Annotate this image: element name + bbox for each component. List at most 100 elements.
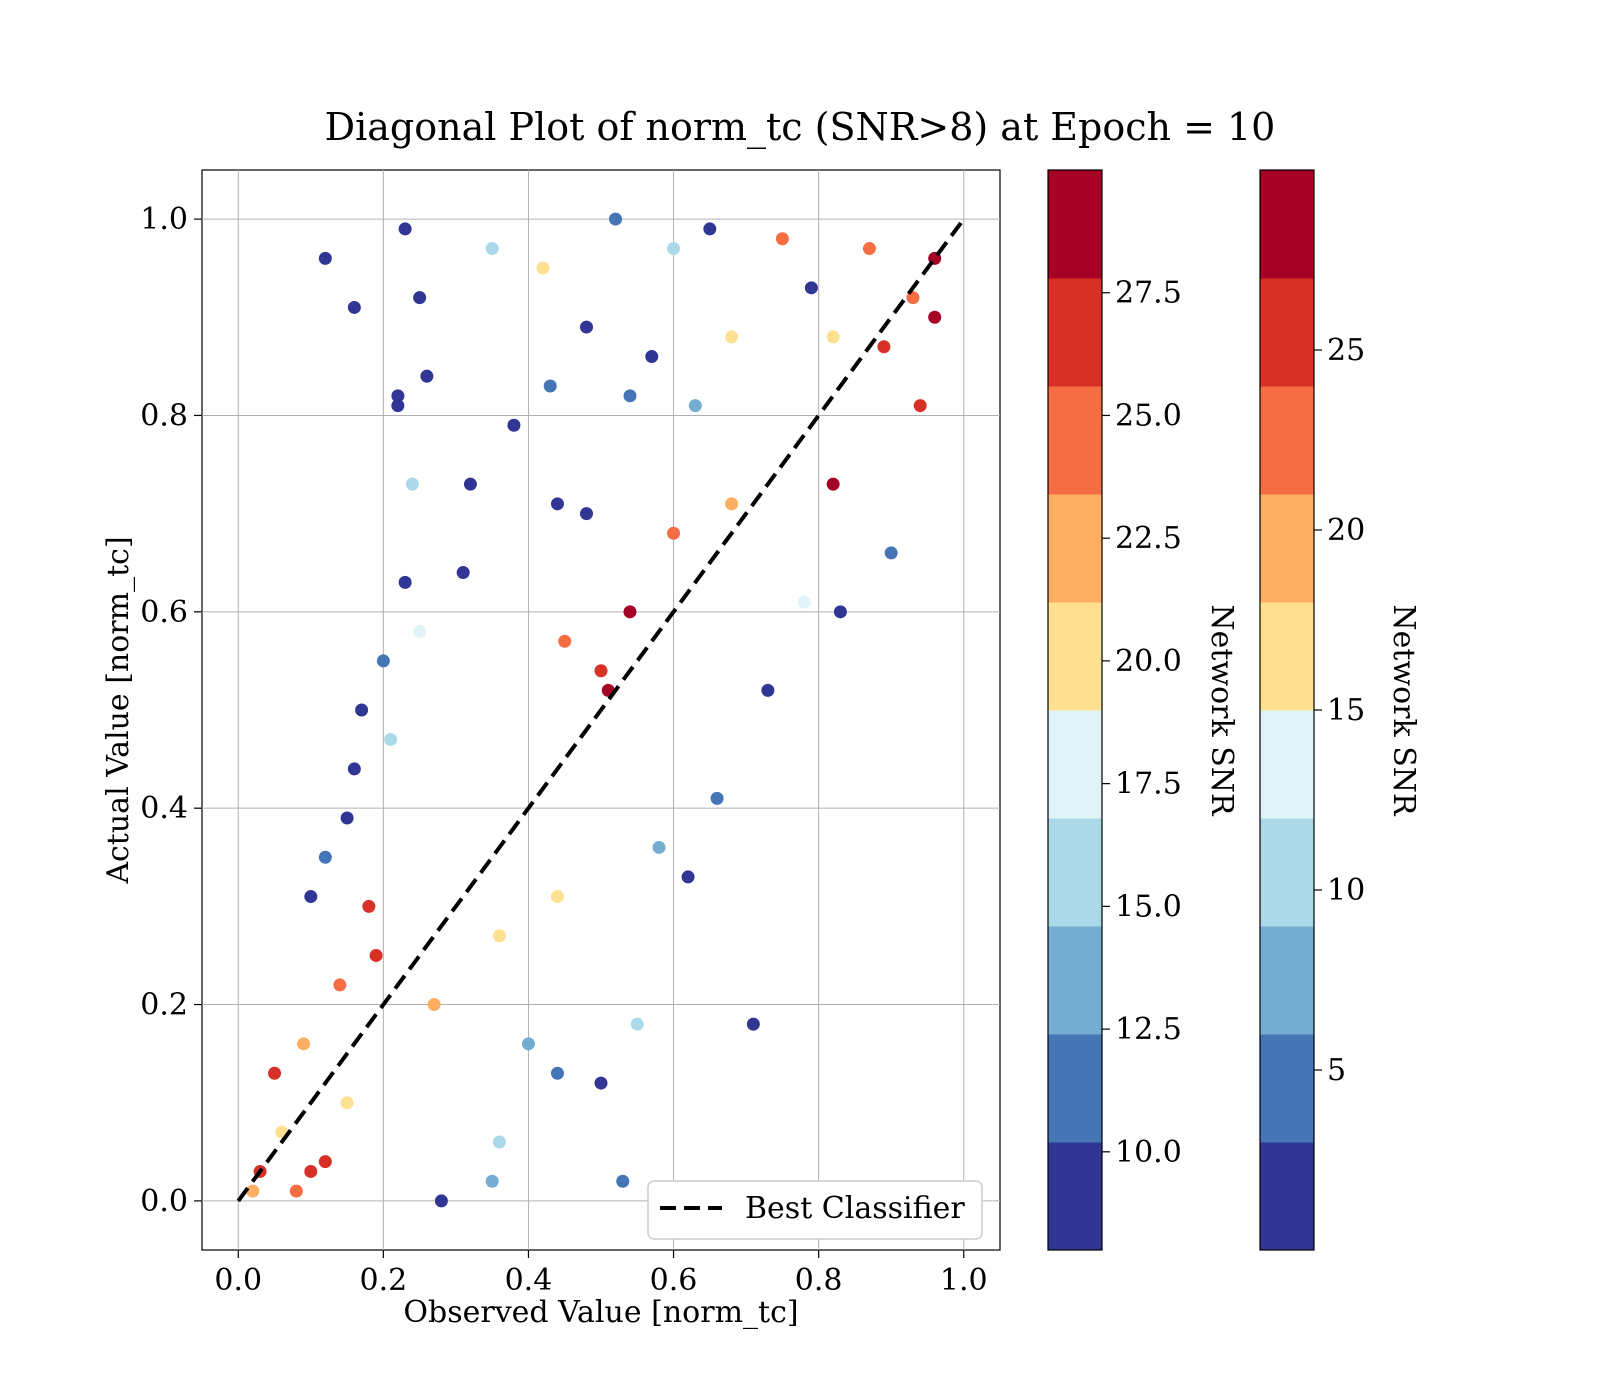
data-point — [667, 526, 681, 540]
data-point — [550, 1066, 564, 1080]
data-point — [797, 595, 811, 609]
data-point — [289, 1184, 303, 1198]
data-point — [623, 605, 637, 619]
y-tick-label: 0.0 — [140, 1184, 188, 1219]
data-point — [594, 1076, 608, 1090]
data-point — [398, 222, 412, 236]
colorbar-tick-label: 27.5 — [1115, 276, 1182, 311]
data-point — [318, 251, 332, 265]
colorbar-segment — [1048, 278, 1102, 387]
colorbar-tick-label: 15 — [1327, 693, 1365, 728]
colorbar-tick-label: 12.5 — [1115, 1012, 1182, 1047]
data-point — [579, 320, 593, 334]
colorbar-segment — [1260, 170, 1314, 279]
scatter-points — [246, 212, 942, 1208]
data-point — [826, 330, 840, 344]
data-point — [667, 242, 681, 256]
data-point — [775, 232, 789, 246]
data-point — [297, 1037, 311, 1051]
data-point — [333, 978, 347, 992]
colorbar-segment — [1260, 494, 1314, 603]
data-point — [652, 840, 666, 854]
colorbar-segment — [1048, 386, 1102, 495]
data-point — [413, 291, 427, 305]
y-tick-label: 0.4 — [140, 791, 188, 826]
data-point — [630, 1017, 644, 1031]
x-tick-label: 0.8 — [795, 1263, 843, 1298]
data-point — [681, 870, 695, 884]
y-tick-label: 0.2 — [140, 988, 188, 1023]
data-point — [746, 1017, 760, 1031]
colorbar-segment — [1048, 1034, 1102, 1143]
colorbar-segment — [1260, 278, 1314, 387]
data-point — [833, 605, 847, 619]
data-point — [405, 477, 419, 491]
data-point — [376, 654, 390, 668]
colorbar-tick-label: 15.0 — [1115, 889, 1182, 924]
colorbar-segment — [1260, 818, 1314, 927]
data-point — [804, 281, 818, 295]
colorbar-segment — [1048, 1142, 1102, 1251]
colorbar-tick-label: 10.0 — [1115, 1135, 1182, 1170]
data-point — [362, 899, 376, 913]
colorbar-segment — [1260, 1142, 1314, 1251]
colorbar-tick-label: 20 — [1327, 513, 1365, 548]
data-point — [347, 762, 361, 776]
data-point — [579, 507, 593, 521]
data-point — [507, 418, 521, 432]
x-tick-label: 0.6 — [650, 1263, 698, 1298]
colorbar-segment — [1048, 494, 1102, 603]
data-point — [594, 664, 608, 678]
plot-area: 0.0 0.2 0.4 0.6 0.8 1.0 0.0 0.2 0.4 0.6 0.8 1.0 — [140, 169, 1001, 1298]
data-point — [877, 340, 891, 354]
data-point — [268, 1066, 282, 1080]
colorbar-segment — [1048, 818, 1102, 927]
data-point — [645, 350, 659, 364]
legend: Best Classifier — [647, 1180, 983, 1240]
data-point — [304, 890, 318, 904]
colorbar-segment — [1260, 926, 1314, 1035]
y-axis-ticks: 0.0 0.2 0.4 0.6 0.8 1.0 — [140, 202, 202, 1219]
data-point — [340, 1096, 354, 1110]
data-point — [413, 624, 427, 638]
data-point — [340, 811, 354, 825]
y-tick-label: 0.8 — [140, 398, 188, 433]
data-point — [347, 300, 361, 314]
colorbar-tick-label: 25 — [1327, 333, 1365, 368]
colorbar-segment — [1260, 386, 1314, 495]
x-tick-label: 0.0 — [214, 1263, 262, 1298]
data-point — [536, 261, 550, 275]
colorbar-segment — [1260, 1034, 1314, 1143]
y-axis-label: Actual Value [norm_tc] — [101, 536, 136, 884]
data-point — [456, 566, 470, 580]
data-point — [398, 575, 412, 589]
data-point — [688, 399, 702, 413]
data-point — [862, 242, 876, 256]
data-point — [928, 310, 942, 324]
colorbar-segment — [1048, 710, 1102, 819]
data-point — [492, 1135, 506, 1149]
best-classifier-line — [236, 217, 966, 1203]
colorbar-segment — [1260, 710, 1314, 819]
data-point — [550, 890, 564, 904]
colorbar-tick-label: 5 — [1327, 1053, 1346, 1088]
legend-label: Best Classifier — [745, 1191, 965, 1226]
data-point — [246, 1184, 260, 1198]
colorbar-snr-1: 10.0 12.5 15.0 17.5 20.0 22.5 25.0 27.5 Network … — [1047, 169, 1239, 1251]
data-point — [725, 330, 739, 344]
data-point — [884, 546, 898, 560]
data-point — [391, 399, 405, 413]
data-point — [543, 379, 557, 393]
data-point — [710, 791, 724, 805]
colorbar-segment — [1260, 602, 1314, 711]
y-tick-label: 1.0 — [140, 202, 188, 237]
legend-box — [647, 1180, 983, 1240]
data-point — [318, 1155, 332, 1169]
data-point — [550, 497, 564, 511]
data-point — [485, 242, 499, 256]
data-point — [463, 477, 477, 491]
data-point — [703, 222, 717, 236]
colorbar-segment — [1048, 926, 1102, 1035]
data-point — [492, 929, 506, 943]
